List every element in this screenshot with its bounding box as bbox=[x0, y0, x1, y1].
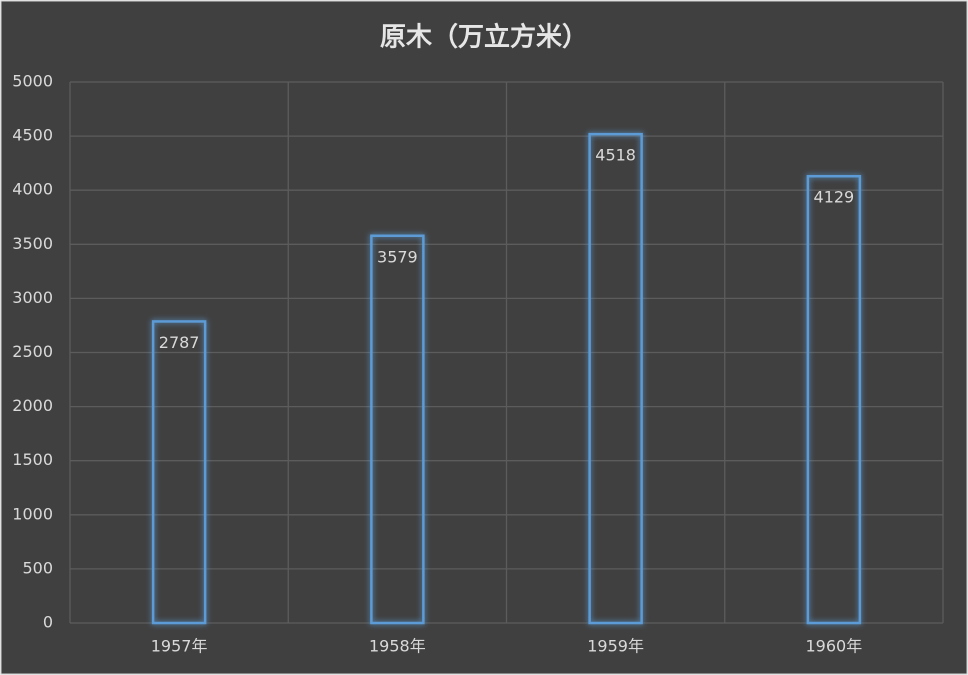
y-tick-label: 4000 bbox=[12, 180, 53, 199]
y-tick-label: 3000 bbox=[12, 288, 53, 307]
bar bbox=[151, 320, 207, 625]
x-tick-label: 1958年 bbox=[369, 637, 426, 656]
y-tick-label: 1000 bbox=[12, 504, 53, 523]
data-label: 4518 bbox=[595, 146, 636, 165]
y-tick-label: 2500 bbox=[12, 342, 53, 361]
y-tick-label: 5000 bbox=[12, 72, 53, 91]
x-tick-label: 1959年 bbox=[587, 637, 644, 656]
y-tick-label: 3500 bbox=[12, 234, 53, 253]
x-tick-label: 1960年 bbox=[806, 637, 863, 656]
y-tick-label: 4500 bbox=[12, 126, 53, 145]
y-tick-label: 500 bbox=[22, 558, 53, 577]
y-tick-label: 1500 bbox=[12, 450, 53, 469]
chart-title: 原木（万立方米） bbox=[380, 22, 588, 53]
bar bbox=[806, 174, 862, 625]
data-label: 4129 bbox=[814, 188, 855, 207]
y-tick-label: 2000 bbox=[12, 396, 53, 415]
y-tick-label: 0 bbox=[43, 613, 53, 632]
bar bbox=[370, 234, 425, 625]
bar bbox=[588, 132, 643, 625]
x-tick-label: 1957年 bbox=[151, 637, 208, 656]
data-label: 3579 bbox=[377, 247, 418, 266]
data-label: 2787 bbox=[159, 333, 200, 352]
